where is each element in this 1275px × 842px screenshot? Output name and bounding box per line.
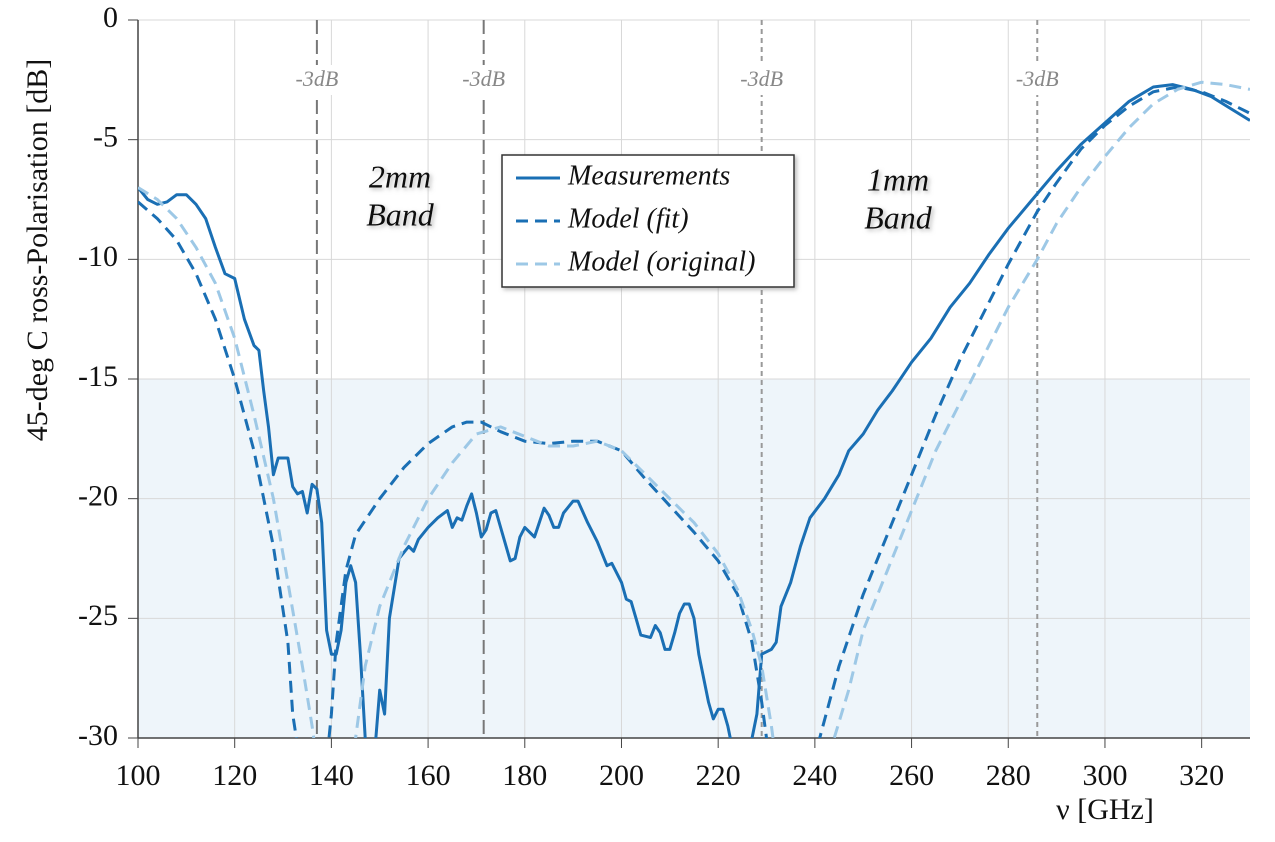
y-tick-label: -20	[78, 480, 118, 513]
x-tick-label: 140	[309, 759, 354, 792]
y-tick-label: -25	[78, 599, 118, 632]
marker-label: -3dB	[1016, 66, 1059, 91]
legend-label: Measurements	[567, 160, 730, 191]
marker-label-bg	[455, 65, 512, 95]
x-tick-label: 180	[502, 759, 547, 792]
y-axis-label: 45-deg C ross-Polarisation [dB]	[21, 59, 54, 441]
legend-label: Model (original)	[567, 246, 755, 277]
y-tick-label: 0	[103, 1, 118, 34]
y-tick-label: -10	[78, 240, 118, 273]
legend-label: Model (fit)	[567, 203, 689, 234]
series-line	[138, 80, 1250, 738]
marker-label: -3dB	[462, 66, 505, 91]
marker-label-bg	[733, 65, 790, 95]
marker-label-bg	[1009, 65, 1066, 95]
x-tick-label: 320	[1179, 759, 1224, 792]
x-tick-label: 120	[212, 759, 257, 792]
x-tick-label: 260	[889, 759, 934, 792]
annotation: Band	[366, 196, 435, 232]
marker-label: -3dB	[296, 66, 339, 91]
annotation: 2mm	[369, 158, 431, 194]
marker-label: -3dB	[740, 66, 783, 91]
y-tick-label: -5	[93, 121, 118, 154]
y-tick-label: -30	[78, 719, 118, 752]
annotation: 1mm	[867, 161, 929, 197]
x-axis-label: ν [GHz]	[1056, 793, 1154, 826]
x-tick-label: 240	[792, 759, 837, 792]
x-tick-label: 300	[1082, 759, 1127, 792]
x-tick-label: 200	[599, 759, 644, 792]
series-line	[138, 83, 1250, 738]
plot-lines	[138, 80, 1250, 738]
y-tick-label: -15	[78, 360, 118, 393]
annotation: Band	[864, 199, 933, 235]
x-tick-label: 160	[406, 759, 451, 792]
marker-label-bg	[288, 65, 345, 95]
x-tick-label: 220	[696, 759, 741, 792]
series-line	[138, 85, 1250, 738]
x-tick-label: 100	[116, 759, 161, 792]
x-tick-label: 280	[986, 759, 1031, 792]
